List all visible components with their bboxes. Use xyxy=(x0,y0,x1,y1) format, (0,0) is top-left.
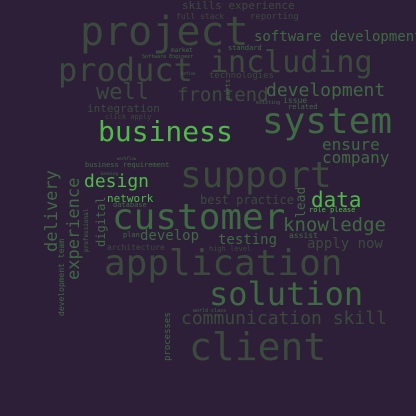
word-existing: existing xyxy=(256,100,281,106)
word-software-engineer: Software Engineer xyxy=(142,54,194,60)
word-role-please: role please xyxy=(309,206,356,214)
word-integration: integration xyxy=(87,102,160,115)
word-support: support xyxy=(180,155,332,196)
word-digital: digital xyxy=(94,196,108,247)
word-related: related xyxy=(288,103,318,111)
word-develop: develop xyxy=(140,228,200,244)
word-processes: processes xyxy=(163,312,173,361)
word-system: system xyxy=(262,101,393,142)
word-design: design xyxy=(84,171,150,192)
word-client: client xyxy=(189,325,327,369)
word-full-stack: full stack xyxy=(176,12,225,21)
word-parts: parts xyxy=(224,78,232,100)
word-business-requirement: business requirement xyxy=(85,161,170,169)
word-standard: standard xyxy=(228,44,262,52)
word-workflow: workflow xyxy=(117,156,137,161)
word-issue: issue xyxy=(283,96,308,105)
word-skills-experience: skills experience xyxy=(182,0,295,12)
word-communication-skill: communication skill xyxy=(181,308,387,329)
word-development-team: development team xyxy=(57,238,66,316)
word-market: market xyxy=(171,47,193,54)
word-plan: plan xyxy=(123,231,140,239)
word-software-development: software development xyxy=(254,29,416,45)
word-company: company xyxy=(322,148,390,167)
word-technologies: technologies xyxy=(209,71,275,81)
word-well: well xyxy=(96,80,149,105)
word-ensure: ensure xyxy=(322,135,380,154)
word-customer: customer xyxy=(112,197,286,238)
word-product: product xyxy=(58,51,193,89)
word-architecture: architecture xyxy=(107,243,165,252)
word-business: business xyxy=(98,115,233,148)
word-assist: assist xyxy=(289,231,318,240)
word-frontend: frontend xyxy=(177,84,269,106)
word-database: database xyxy=(113,201,147,209)
word-development: development xyxy=(266,80,386,101)
word-project: project xyxy=(80,9,249,55)
word-define: define xyxy=(181,71,196,76)
word-solution: solution xyxy=(209,275,364,313)
word-click-apply: click apply xyxy=(105,113,152,121)
word-testing: testing xyxy=(218,232,278,248)
word-experience: experience xyxy=(64,177,84,280)
word-best-practice: best practice xyxy=(200,193,294,207)
word-application: application xyxy=(104,243,343,284)
word-world-class: world class xyxy=(193,308,227,314)
word-professional: professional xyxy=(83,208,90,252)
word-apply-now: apply now xyxy=(307,236,383,252)
word-data: data xyxy=(311,188,362,212)
word-reporting: reporting xyxy=(250,12,299,22)
word-high-level: high level xyxy=(209,245,252,253)
word-including: including xyxy=(210,45,373,80)
word-knowledge: knowledge xyxy=(283,214,386,236)
word-banking: banking xyxy=(101,171,118,176)
word-network: network xyxy=(107,192,154,205)
